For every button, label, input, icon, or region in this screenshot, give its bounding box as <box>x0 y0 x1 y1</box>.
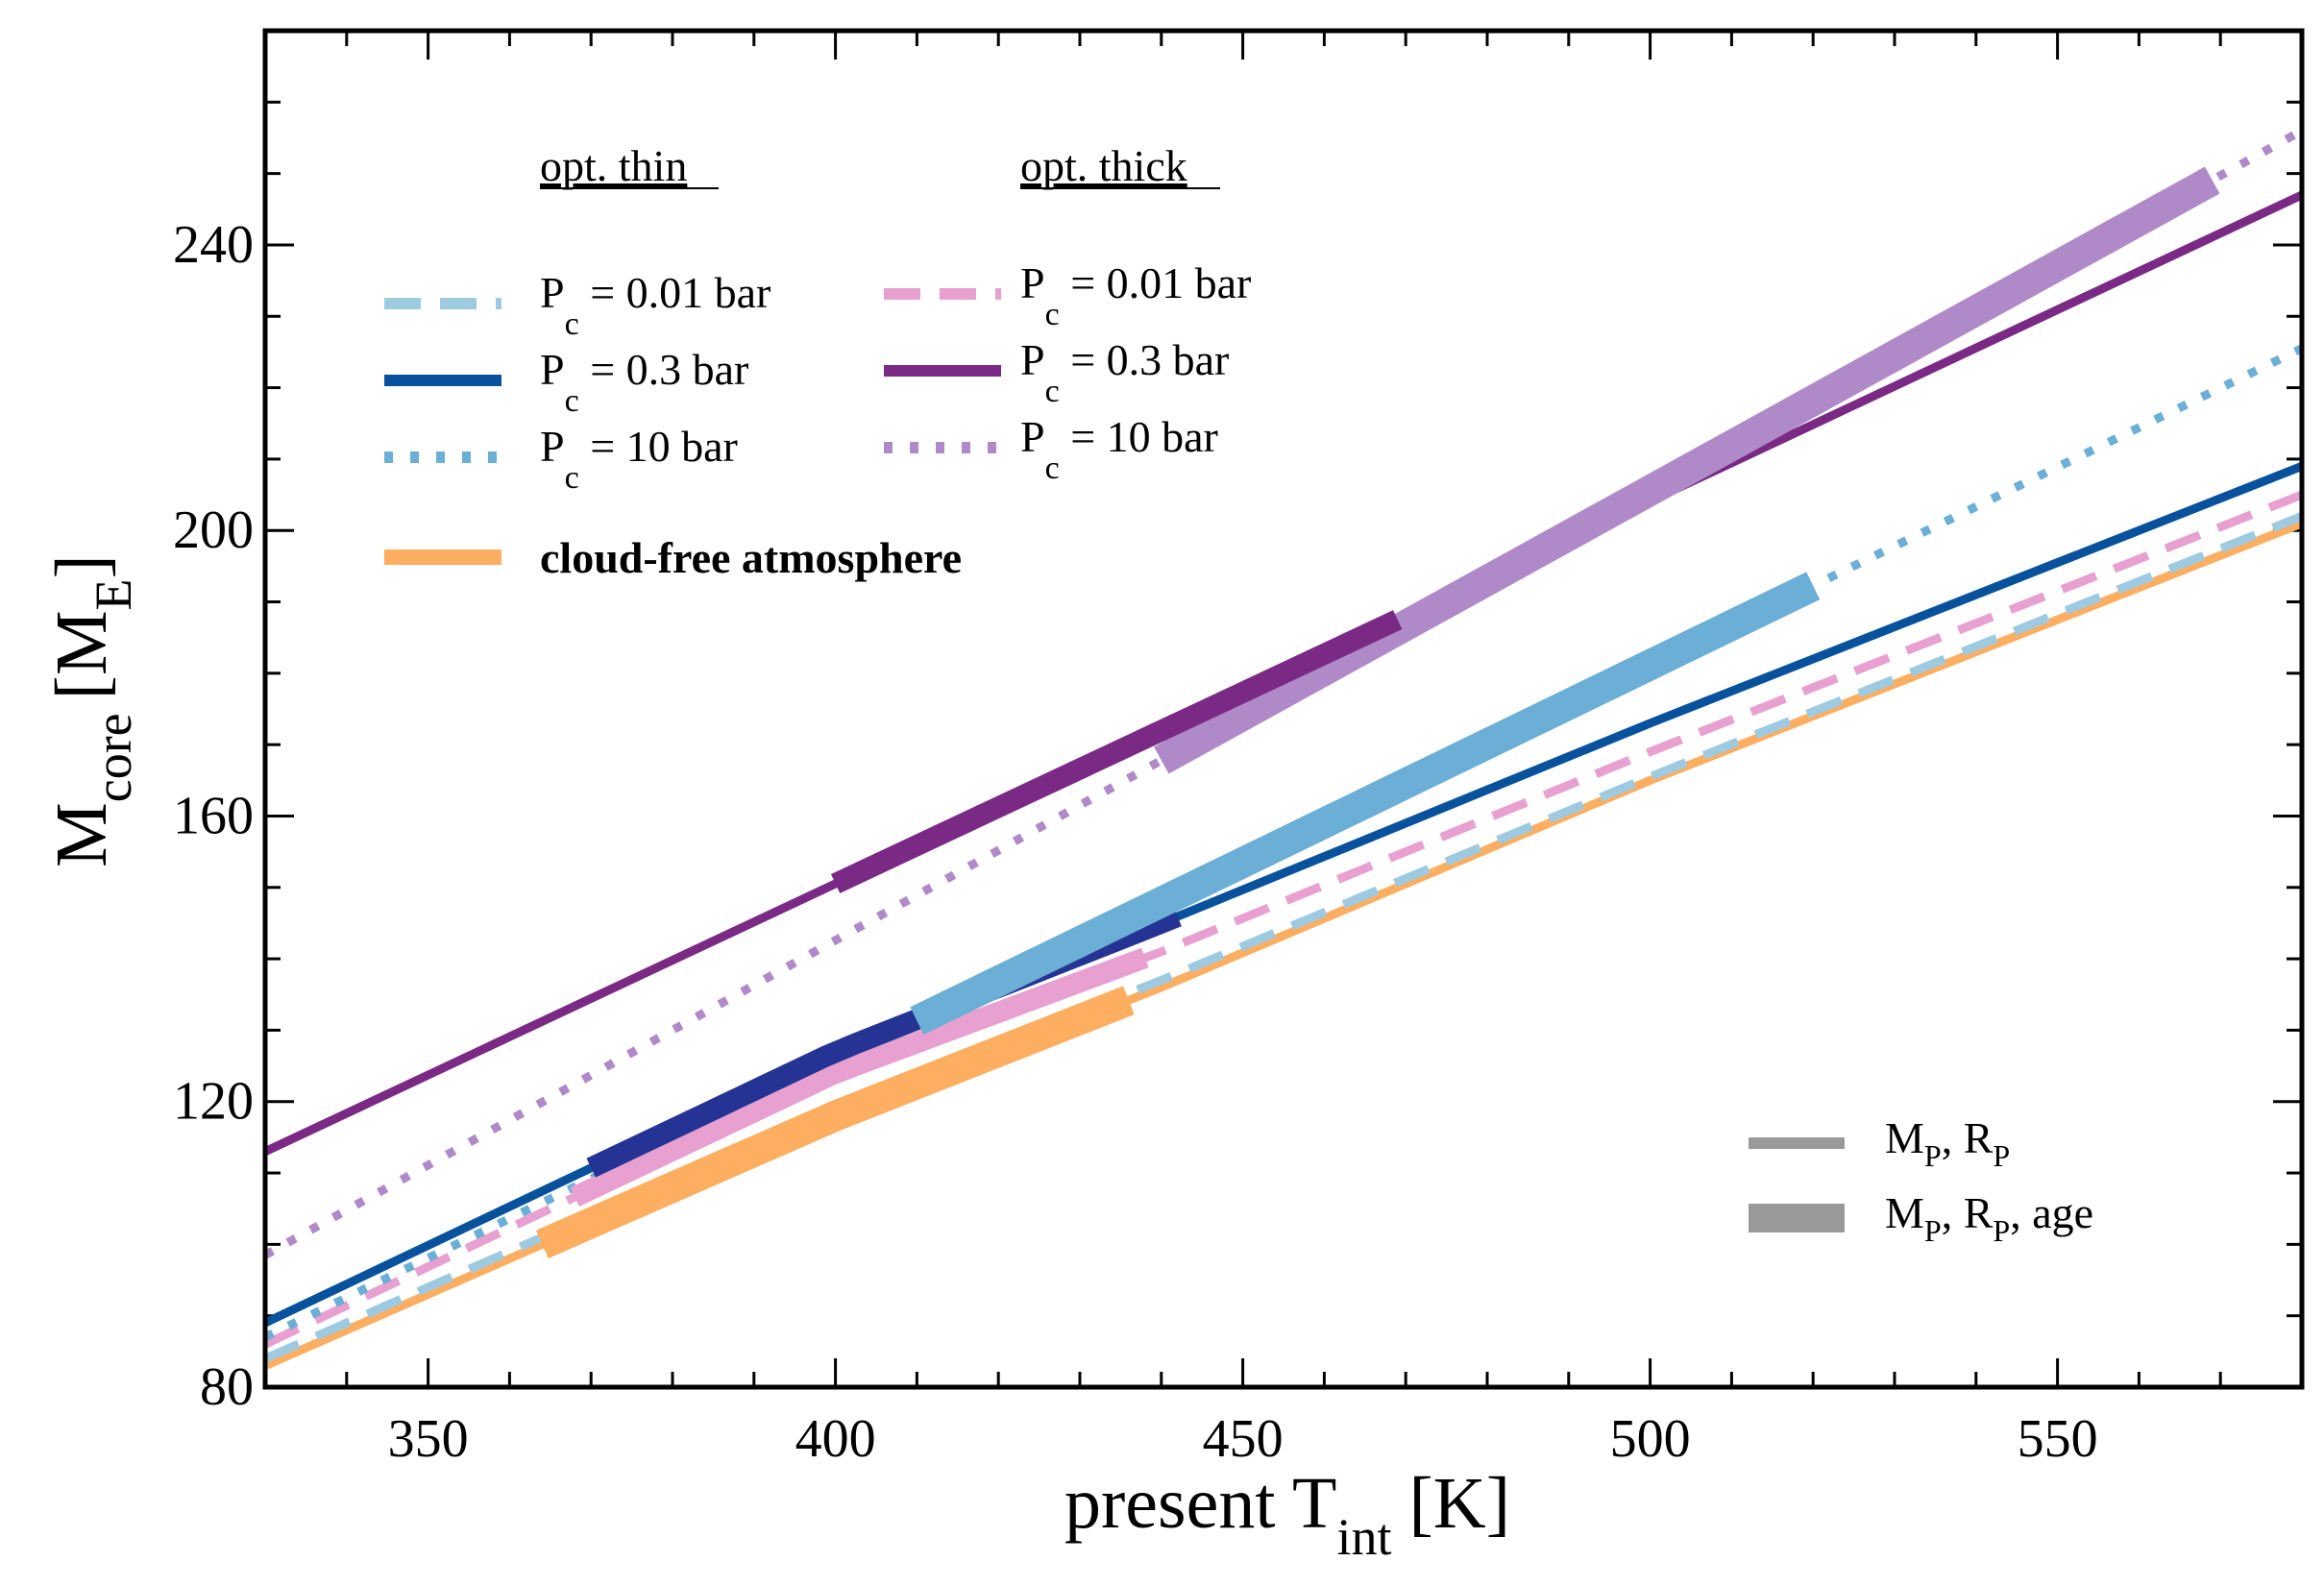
series-highlight-segment <box>910 572 1821 1036</box>
x-axis-label-main: present T <box>1064 1463 1337 1544</box>
legend-label-cloudfree: cloud-free atmosphere <box>540 533 962 582</box>
series-highlight-segment <box>1154 166 2220 774</box>
plot-frame <box>262 28 2305 1390</box>
wk1-a: M <box>1885 1188 1924 1237</box>
legend-label-prefix: P <box>540 345 565 394</box>
x-axis-label: present Tint [K] <box>1064 1463 1510 1566</box>
y-tick-label: 200 <box>173 500 254 560</box>
x-axis-label-unit: [K] <box>1409 1463 1511 1544</box>
legend-label-sub: c <box>1045 297 1060 332</box>
legend-label-sub: c <box>1045 451 1060 486</box>
y-axis-label-unit: [M <box>41 610 122 699</box>
legend-label-text: = 0.3 bar <box>1060 335 1230 384</box>
wk0-sb: P <box>1993 1138 2010 1173</box>
legend-label-sub: c <box>565 383 579 419</box>
y-tick-label: 160 <box>173 786 254 845</box>
legend-label-sub: c <box>1045 374 1060 409</box>
series-highlight-segment <box>570 947 1149 1208</box>
series-highlight-segment <box>535 986 1135 1259</box>
y-axis-label-main: M <box>41 802 122 867</box>
legend-label-sub: c <box>565 306 579 342</box>
legend-label-prefix: P <box>1020 258 1045 307</box>
legend-label-sub: c <box>565 460 579 496</box>
width-key-thick-label: MP, RP, age <box>1885 1188 2093 1248</box>
legend-label-thick: Pc = 0.01 bar <box>1020 258 1251 332</box>
wk1-c: , age <box>2010 1188 2093 1237</box>
y-axis-label-sub: core <box>85 713 142 802</box>
wk0-sa: P <box>1924 1138 1942 1173</box>
y-axis-label-unit-close: ] <box>41 554 122 578</box>
wk1-sa: P <box>1924 1213 1942 1248</box>
y-tick-label: 80 <box>200 1357 254 1417</box>
x-tick-label: 450 <box>1203 1409 1284 1469</box>
legend-label-prefix: P <box>540 268 565 317</box>
series-highlight-segment <box>830 610 1403 893</box>
width-key-thin-label: MP, RP <box>1885 1113 2010 1173</box>
legend-label-thick: Pc = 10 bar <box>1020 412 1218 486</box>
legend-label-prefix: P <box>540 422 565 471</box>
x-tick-label: 400 <box>795 1409 876 1469</box>
legend-label-text: = 10 bar <box>1060 412 1218 461</box>
legend-label-text: = 0.01 bar <box>1060 258 1252 307</box>
legend-label-text: = 0.01 bar <box>579 268 771 317</box>
y-axis-label-unit-sub: E <box>85 578 142 610</box>
x-axis-label-sub: int <box>1336 1508 1391 1566</box>
legend-label-thin: Pc = 0.3 bar <box>540 345 748 419</box>
y-tick-label: 120 <box>173 1072 254 1132</box>
legend-label-thin: Pc = 10 bar <box>540 422 738 496</box>
legend-label-prefix: P <box>1020 335 1045 384</box>
legend-header-thick: opt. thick <box>1020 141 1187 190</box>
legend-label-thick: Pc = 0.3 bar <box>1020 335 1229 409</box>
legend-label-text: = 10 bar <box>579 422 738 471</box>
x-tick-label: 550 <box>2018 1409 2098 1469</box>
legend-label-text: = 0.3 bar <box>579 345 749 394</box>
legend-label-prefix: P <box>1020 412 1045 461</box>
tick-marks <box>263 29 2304 1389</box>
y-tick-label: 240 <box>173 215 254 275</box>
tick-labels: 350 400 450 500 550 80 120 160 200 240 <box>173 215 2098 1469</box>
wk1-sb: P <box>1993 1213 2010 1248</box>
x-tick-label: 500 <box>1610 1409 1691 1469</box>
legend-label-thin: Pc = 0.01 bar <box>540 268 771 342</box>
series-lines <box>262 127 2305 1370</box>
y-axis-label: Mcore [ME] <box>41 554 142 867</box>
wk1-b: , R <box>1942 1188 1994 1237</box>
wk0-a: M <box>1885 1113 1924 1162</box>
x-tick-label: 350 <box>388 1409 469 1469</box>
legend-header-thin: opt. thin <box>540 141 687 190</box>
wk0-b: , R <box>1942 1113 1994 1162</box>
